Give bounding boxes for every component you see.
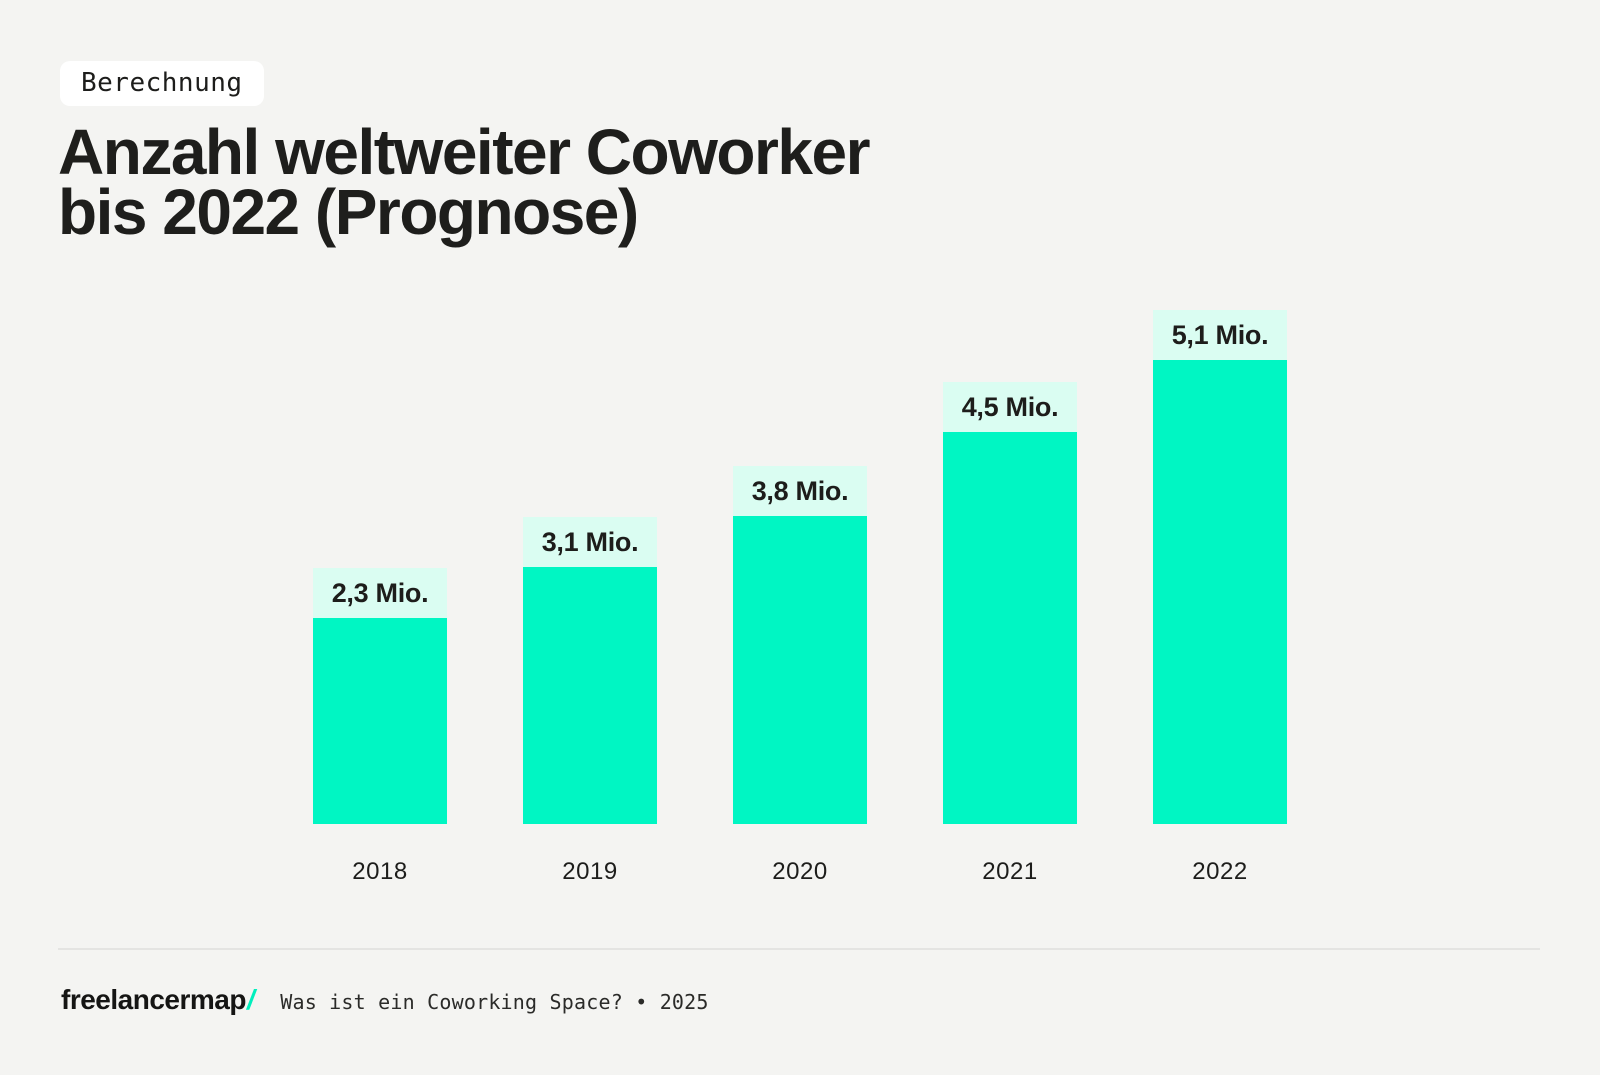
x-axis-label-2019: 2019 — [562, 858, 618, 885]
category-badge-label: Berechnung — [81, 68, 243, 98]
x-axis-label-2020: 2020 — [772, 858, 828, 885]
bar-value-label-2019: 3,1 Mio. — [523, 517, 657, 567]
bar-value-label-2018: 2,3 Mio. — [313, 568, 447, 618]
chart-title-line2: bis 2022 (Prognose) — [58, 176, 639, 248]
bar-group-2021: 4,5 Mio. — [943, 382, 1077, 824]
bar-group-2018: 2,3 Mio. — [313, 568, 447, 824]
bar-group-2022: 5,1 Mio. — [1153, 310, 1287, 824]
category-badge: Berechnung — [60, 61, 264, 106]
bar-group-2019: 3,1 Mio. — [523, 517, 657, 824]
bar-2022 — [1153, 360, 1287, 824]
x-axis-label-2022: 2022 — [1192, 858, 1248, 885]
logo-wordmark: freelancermap — [61, 984, 246, 1015]
bar-value-label-2021: 4,5 Mio. — [943, 382, 1077, 432]
chart-title-line1: Anzahl weltweiter Coworker — [58, 116, 870, 188]
bar-value-label-2020: 3,8 Mio. — [733, 466, 867, 516]
bar-2020 — [733, 516, 867, 824]
logo-slash-icon: / — [246, 984, 255, 1015]
freelancermap-logo: freelancermap/ — [61, 983, 255, 1017]
bar-value-label-2022: 5,1 Mio. — [1153, 310, 1287, 360]
footer-caption: Was ist ein Coworking Space? • 2025 — [280, 990, 709, 1014]
chart-title: Anzahl weltweiter Coworker bis 2022 (Pro… — [58, 120, 870, 244]
x-axis-label-2018: 2018 — [352, 858, 408, 885]
bar-2021 — [943, 432, 1077, 824]
x-axis-label-2021: 2021 — [982, 858, 1038, 885]
bar-2019 — [523, 567, 657, 824]
footer: freelancermap/ Was ist ein Coworking Spa… — [61, 983, 709, 1019]
footer-divider — [58, 948, 1540, 950]
bar-2018 — [313, 618, 447, 824]
bar-group-2020: 3,8 Mio. — [733, 466, 867, 824]
